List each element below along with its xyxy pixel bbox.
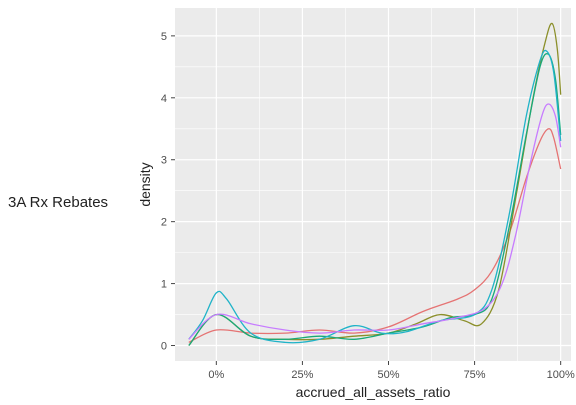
density-line-3 xyxy=(188,52,562,346)
x-tick-label: 75% xyxy=(464,369,486,381)
x-tick-label: 100% xyxy=(547,369,575,381)
y-tick-label: 2 xyxy=(161,217,167,229)
y-tick-label: 3 xyxy=(161,155,167,167)
y-tick-label: 5 xyxy=(161,31,167,43)
y-tick-label: 4 xyxy=(161,93,167,105)
density-line-4 xyxy=(188,49,562,344)
x-tick-label: 25% xyxy=(291,369,313,381)
density-curves xyxy=(188,22,562,346)
density-line-1 xyxy=(188,128,562,343)
x-tick-label: 50% xyxy=(377,369,399,381)
y-tick-label: 0 xyxy=(161,341,167,353)
x-tick-label: 0% xyxy=(208,369,224,381)
y-axis-ticks: 0 1 2 3 4 5 xyxy=(161,31,175,353)
y-tick-label: 1 xyxy=(161,279,167,291)
density-line-5 xyxy=(188,103,562,340)
major-grid xyxy=(175,8,571,361)
y-axis-label: density xyxy=(137,162,153,206)
x-axis-ticks: 0% 25% 50% 75% 100% xyxy=(208,361,575,381)
x-axis-label: accrued_all_assets_ratio xyxy=(296,384,451,400)
facet-row-label: 3A Rx Rebates xyxy=(8,194,109,211)
plot-panel xyxy=(175,8,571,361)
